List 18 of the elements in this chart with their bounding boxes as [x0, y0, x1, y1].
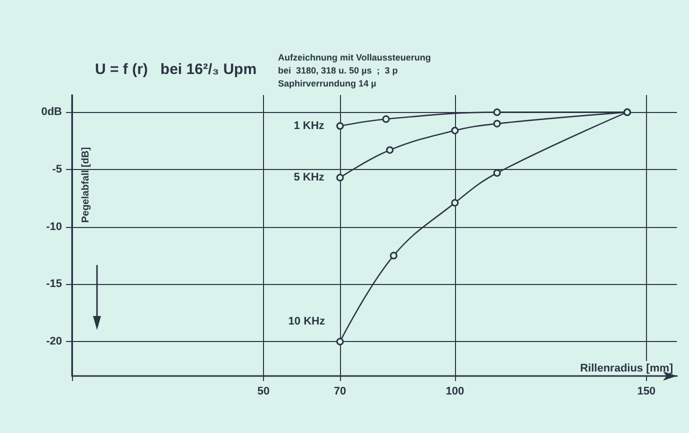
y-tick-label: 0dB	[41, 106, 62, 118]
series-label: 10 KHz	[288, 315, 326, 328]
x-axis-title: Rillenradius [mm]	[580, 362, 674, 374]
y-tick-label: -20	[46, 336, 62, 348]
text: bei 3180, 318 u. 50 µs ; 3 p	[278, 66, 398, 76]
y-tick-label: -5	[52, 164, 62, 176]
series-label: 1 KHz	[294, 120, 325, 132]
x-tick-label: 100	[446, 386, 464, 398]
x-tick-label: 70	[334, 386, 346, 398]
series-label: 5 KHz	[294, 172, 325, 184]
text: Saphirverrundung 14 µ	[278, 78, 376, 88]
x-tick-label: 50	[257, 386, 270, 398]
x-tick-label: 150	[637, 386, 656, 398]
y-tick-label: -15	[46, 278, 62, 290]
text: Aufzeichnung mit Vollaussteuerung	[278, 52, 431, 62]
chart-title: U = f (r) bei 16²/₃ Upm	[95, 61, 257, 78]
y-tick-label: -10	[46, 220, 62, 233]
y-axis-title: Pegelabfall [dB]	[80, 147, 92, 223]
